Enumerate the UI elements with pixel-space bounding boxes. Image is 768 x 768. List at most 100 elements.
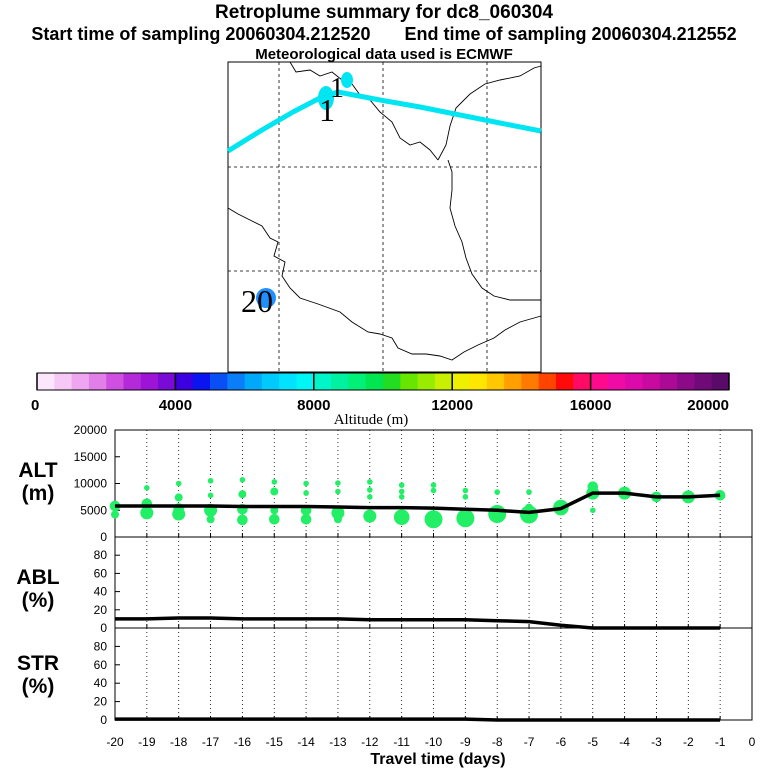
y-tick-label: 60 <box>94 566 108 580</box>
map-panel: 1 1 20 <box>226 61 542 373</box>
altitude-dot <box>175 480 182 487</box>
chart-title: Retroplume summary for dc8_060304 <box>215 2 553 23</box>
altitude-dot <box>367 487 373 493</box>
altitude-dot <box>367 479 373 485</box>
altitude-dot <box>303 490 309 496</box>
colorbar-swatch <box>659 373 678 390</box>
altitude-dot <box>526 489 532 495</box>
y-tick-label: 0 <box>100 621 107 635</box>
colorbar-swatch <box>504 373 522 390</box>
colorbar-swatch <box>175 373 194 390</box>
colorbar-swatch <box>54 373 72 390</box>
altitude-dot <box>174 493 183 502</box>
panel-str: 0 20 40 60 80 STR(%) <box>17 627 753 727</box>
x-tick-label: -15 <box>266 735 284 749</box>
marker-1-label: 1 <box>319 92 335 128</box>
colorbar-swatch <box>71 373 90 390</box>
panel-alt: 0 5000 10000 15000 20000 ALT(m) <box>18 423 753 544</box>
y-tick-label: 40 <box>94 585 108 599</box>
colorbar-swatch <box>469 373 488 390</box>
colorbar-tick-label: 20000 <box>687 397 729 414</box>
coastlines <box>227 61 542 361</box>
colorbar-swatch <box>348 373 367 390</box>
colorbar-swatch <box>556 373 574 390</box>
panel-abl: 0 20 40 60 80 ABL(%) <box>16 536 753 635</box>
x-tick-label: -6 <box>556 735 567 749</box>
colorbar-swatch <box>331 373 349 390</box>
x-tick-label: -18 <box>170 735 188 749</box>
colorbar-swatch <box>383 373 401 390</box>
altitude-dot <box>207 492 214 499</box>
colorbar-swatch <box>140 373 159 390</box>
altitude-colorbar: 0 4000 8000 12000 16000 20000 <box>31 372 730 414</box>
colorbar-swatch <box>37 373 55 390</box>
colorbar-swatch <box>452 373 470 390</box>
colorbar-swatch <box>434 373 453 390</box>
colorbar-swatch <box>123 373 142 390</box>
altitude-dot <box>270 506 279 515</box>
panel-frame <box>114 627 753 721</box>
altitude-dot <box>270 487 279 496</box>
x-axis-label: Travel time (days) <box>370 751 505 768</box>
colorbar-tick-label: 4000 <box>159 397 192 414</box>
altitude-dot <box>269 514 280 525</box>
altitude-dot <box>207 478 214 484</box>
x-tick-label: -3 <box>651 735 662 749</box>
altitude-dot <box>398 488 405 495</box>
panel-frame <box>114 536 753 629</box>
colorbar-swatch <box>711 373 730 390</box>
x-tick-label: -11 <box>393 735 410 749</box>
met-data-label: Meteorological data used is ECMWF <box>255 46 513 63</box>
x-tick-label: -2 <box>683 735 694 749</box>
colorbar-swatch <box>261 373 280 390</box>
trajectory-line <box>226 89 542 154</box>
x-tick-label: -7 <box>524 735 535 749</box>
colorbar-swatch <box>296 373 315 390</box>
altitude-dot <box>488 505 507 523</box>
x-tick-label: -4 <box>619 735 630 749</box>
colorbar-tick-label: 0 <box>31 397 39 414</box>
colorbar-tick-label: 16000 <box>570 397 612 414</box>
altitude-dot <box>172 507 186 521</box>
altitude-dot <box>462 494 469 500</box>
colorbar-swatch <box>244 373 263 390</box>
y-tick-label: 5000 <box>80 503 107 517</box>
marker-1-blob-top <box>341 72 353 88</box>
altitude-dot <box>430 487 437 494</box>
altitude-dot <box>239 477 246 483</box>
colorbar-swatch <box>590 373 609 390</box>
colorbar-swatch <box>521 373 540 390</box>
x-tick-label: -17 <box>202 735 220 749</box>
colorbar-swatch <box>88 373 107 390</box>
y-tick-label: 20000 <box>74 423 108 437</box>
altitude-dot <box>520 505 538 524</box>
altitude-dot <box>367 494 373 500</box>
x-tick-label: -14 <box>297 735 315 749</box>
marker-20-blob <box>256 288 276 308</box>
y-tick-label: 60 <box>94 658 108 672</box>
y-tick-label: 80 <box>94 548 108 562</box>
y-tick-label: 20 <box>94 695 108 709</box>
altitude-dot <box>331 506 345 520</box>
panel-unit-abl: (%) <box>22 589 55 612</box>
colorbar-swatch <box>417 373 436 390</box>
colorbar-label: Altitude (m) <box>334 412 409 428</box>
altitude-dot <box>393 509 410 525</box>
colorbar-swatch <box>486 373 505 390</box>
time-series-panels: 05000100001500020000ALT(m)020406080ABL(%… <box>16 423 755 749</box>
mean-line-str <box>115 717 721 722</box>
colorbar-swatch <box>642 373 661 390</box>
y-tick-label: 20 <box>94 603 108 617</box>
altitude-dot <box>363 509 377 523</box>
y-tick-label: 0 <box>100 530 107 544</box>
end-time-label: End time of sampling 20060304.212552 <box>404 24 737 44</box>
altitude-dot <box>398 482 405 488</box>
marker-20-label: 20 <box>241 283 273 319</box>
altitude-dot <box>398 494 405 500</box>
colorbar-swatch <box>158 373 176 390</box>
colorbar-swatch <box>538 373 557 390</box>
colorbar-swatch <box>279 373 297 390</box>
altitude-dot <box>303 480 309 487</box>
altitude-dot <box>335 488 341 495</box>
